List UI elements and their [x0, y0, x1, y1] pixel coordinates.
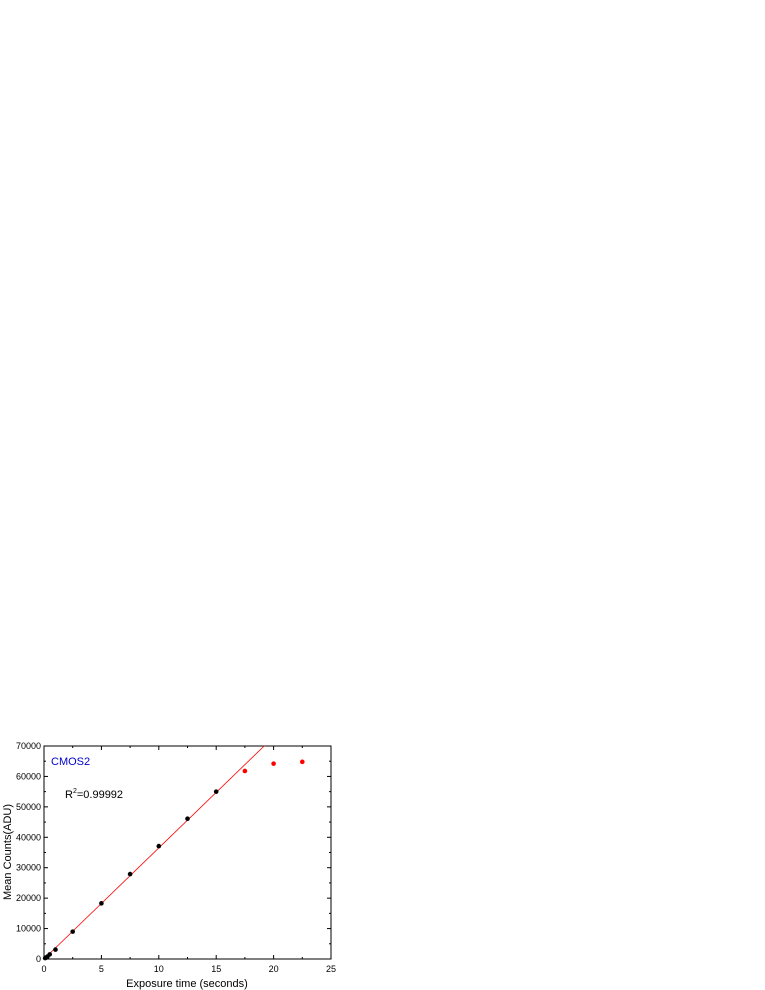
- sensor-label: CMOS2: [51, 756, 90, 768]
- x-tick-label: 0: [41, 964, 46, 974]
- x-tick-label: 25: [326, 964, 336, 974]
- data-point: [127, 871, 133, 877]
- y-tick-label: 70000: [16, 741, 41, 751]
- r-squared-prefix: R: [65, 789, 73, 801]
- plot-frame: [43, 745, 332, 960]
- data-point: [156, 843, 162, 849]
- y-axis-label: Mean Counts(ADU): [2, 804, 14, 900]
- x-axis-label: Exposure time (seconds): [126, 978, 248, 990]
- data-point: [47, 952, 53, 957]
- fit-line: [43, 745, 265, 960]
- y-tick-label: 20000: [16, 893, 41, 903]
- r-squared-label: R2=0.99992: [65, 788, 123, 801]
- x-tick-label: 20: [269, 964, 279, 974]
- x-tick-label: 15: [211, 964, 221, 974]
- x-tick-label: 5: [99, 964, 104, 974]
- y-axis-ticks: 0 10000 20000 30000 40000 50000 60000 70000: [16, 741, 331, 964]
- x-tick-label: 10: [154, 964, 164, 974]
- y-tick-label: 10000: [16, 924, 41, 934]
- saturated-point: [242, 768, 248, 774]
- y-tick-label: 50000: [16, 802, 41, 812]
- saturated-point: [300, 759, 305, 765]
- y-tick-label: 60000: [16, 771, 41, 781]
- saturated-point: [271, 761, 276, 766]
- data-point: [213, 789, 219, 794]
- y-tick-label: 30000: [16, 863, 41, 873]
- r-squared-superscript: 2: [73, 788, 77, 795]
- data-point: [70, 929, 75, 934]
- y-tick-label: 40000: [16, 832, 41, 842]
- data-point: [185, 816, 190, 822]
- fit-line-group: [43, 745, 265, 960]
- x-axis-ticks: 0 5 10 15 20 25: [41, 746, 336, 974]
- y-tick-label: 0: [36, 954, 41, 964]
- data-point: [53, 947, 58, 952]
- r-squared-value: =0.99992: [77, 789, 123, 801]
- data-points: [42, 759, 305, 961]
- data-point: [99, 901, 104, 906]
